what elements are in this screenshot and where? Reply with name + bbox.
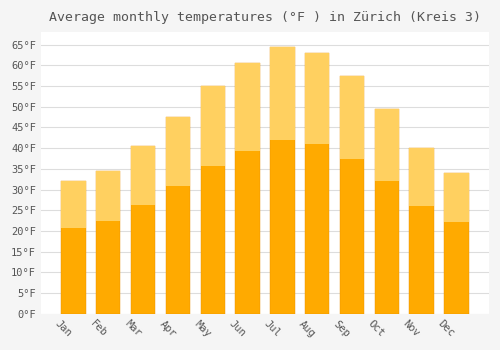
- Bar: [305, 53, 330, 314]
- Bar: [374, 109, 399, 314]
- Bar: [96, 171, 120, 221]
- Bar: [444, 173, 468, 222]
- Bar: [305, 53, 330, 144]
- Bar: [62, 181, 86, 228]
- Bar: [270, 47, 294, 140]
- Bar: [410, 148, 434, 314]
- Bar: [340, 76, 364, 159]
- Title: Average monthly temperatures (°F ) in Zürich (Kreis 3): Average monthly temperatures (°F ) in Zü…: [49, 11, 481, 24]
- Bar: [200, 86, 225, 166]
- Bar: [62, 181, 86, 314]
- Bar: [270, 47, 294, 314]
- Bar: [131, 146, 156, 205]
- Bar: [374, 109, 399, 181]
- Bar: [200, 86, 225, 314]
- Bar: [340, 76, 364, 314]
- Bar: [131, 146, 156, 314]
- Bar: [444, 173, 468, 314]
- Bar: [236, 63, 260, 314]
- Bar: [410, 148, 434, 206]
- Bar: [96, 171, 120, 314]
- Bar: [236, 63, 260, 151]
- Bar: [166, 117, 190, 186]
- Bar: [166, 117, 190, 314]
